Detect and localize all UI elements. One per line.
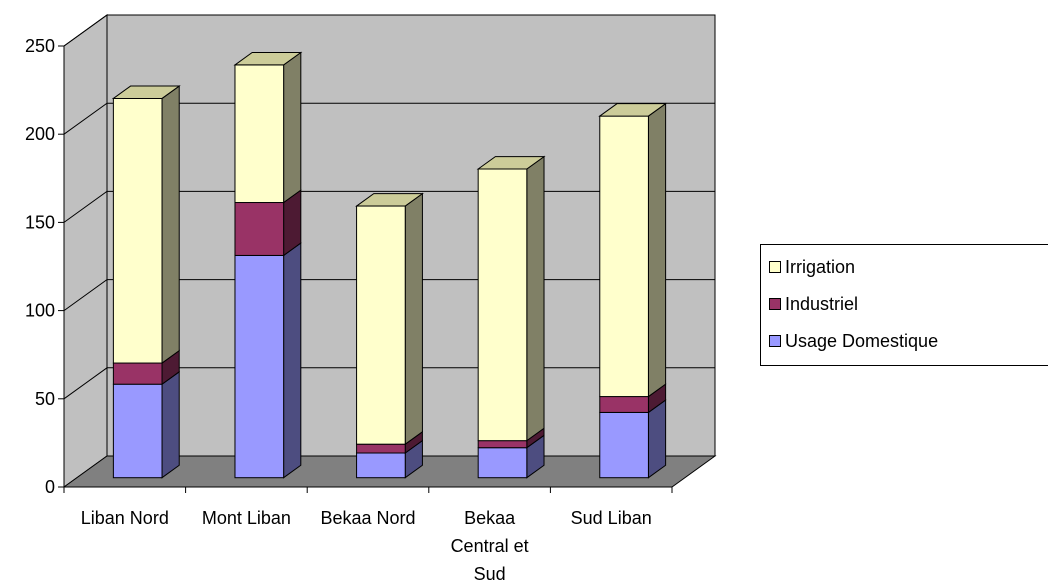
side-wall — [63, 14, 108, 488]
bar-stack-2 — [355, 192, 424, 479]
bar-Usage Domestique-Mont Liban — [234, 254, 285, 479]
legend-swatch — [769, 335, 781, 347]
bar-Irrigation-Mont Liban — [234, 64, 285, 204]
bar-side-Usage Domestique-Mont Liban — [283, 242, 302, 479]
bar-stack-3 — [476, 155, 546, 479]
legend-swatch — [769, 261, 781, 273]
chart-legend: Irrigation Industriel Usage Domestique — [760, 244, 1048, 366]
bar-Industriel-Bekaa Central et Sud — [477, 440, 528, 449]
bar-side-Irrigation-Bekaa Nord — [404, 192, 423, 446]
bar-Industriel-Sud Liban — [599, 396, 649, 413]
legend-item: Usage Domestique — [769, 329, 938, 353]
x-tick-label: Bekaa Central et Sud — [451, 508, 529, 584]
y-tick-label: 50 — [35, 389, 55, 409]
bar-Irrigation-Bekaa Central et Sud — [477, 168, 528, 442]
bar-top-Bekaa Central et Sud — [476, 156, 546, 170]
bar-side-Usage Domestique-Sud Liban — [647, 399, 667, 479]
bar-stack-4 — [598, 102, 668, 479]
bar-Usage Domestique-Bekaa Nord — [356, 452, 406, 479]
bar-Usage Domestique-Sud Liban — [599, 411, 649, 479]
legend-label: Irrigation — [785, 256, 856, 277]
y-tick-label: 150 — [25, 212, 55, 232]
bar-stack-1 — [233, 51, 303, 479]
x-tick-label: Liban Nord — [81, 508, 169, 528]
bar-Usage Domestique-Liban Nord — [112, 383, 163, 479]
chart-axes: 0 50 100 150 200 250 Liban Nord Mont Liban Bekaa… — [25, 36, 673, 584]
gridline-200 — [63, 102, 715, 135]
chart-bars — [111, 51, 668, 479]
bar-top-Bekaa Nord — [355, 193, 424, 207]
x-tick-label: Bekaa Nord — [320, 508, 415, 528]
bar-Irrigation-Sud Liban — [599, 115, 649, 398]
bar-side-Irrigation-Mont Liban — [283, 51, 302, 204]
x-tick-label: Sud Liban — [571, 508, 652, 528]
bar-top-Sud Liban — [598, 103, 668, 117]
bar-Industriel-Mont Liban — [234, 202, 285, 256]
legend-item: Industriel — [769, 292, 858, 316]
x-tick-label: Mont Liban — [202, 508, 291, 528]
bar-side-Usage Domestique-Liban Nord — [161, 370, 180, 479]
bar-Industriel-Liban Nord — [112, 362, 163, 385]
bar-Irrigation-Liban Nord — [112, 97, 163, 364]
legend-label: Industriel — [785, 293, 859, 314]
bar-side-Irrigation-Bekaa Central et Sud — [526, 155, 545, 442]
legend-label: Usage Domestique — [785, 330, 939, 351]
bar-top-Liban Nord — [111, 85, 181, 99]
bar-top-Mont Liban — [233, 52, 303, 66]
bar-Industriel-Bekaa Nord — [356, 443, 406, 454]
y-tick-label: 0 — [45, 477, 55, 497]
bar-side-Irrigation-Liban Nord — [161, 85, 180, 365]
y-tick-label: 100 — [25, 301, 55, 321]
y-tick-label: 250 — [25, 36, 55, 56]
y-tick-label: 200 — [25, 124, 55, 144]
legend-item: Irrigation — [769, 255, 855, 279]
bar-Usage Domestique-Bekaa Central et Sud — [477, 447, 528, 479]
bar-Irrigation-Bekaa Nord — [356, 205, 406, 445]
gridline-250 — [63, 14, 715, 47]
bar-side-Irrigation-Sud Liban — [647, 102, 667, 398]
legend-swatch — [769, 298, 781, 310]
bar-stack-0 — [111, 85, 181, 479]
